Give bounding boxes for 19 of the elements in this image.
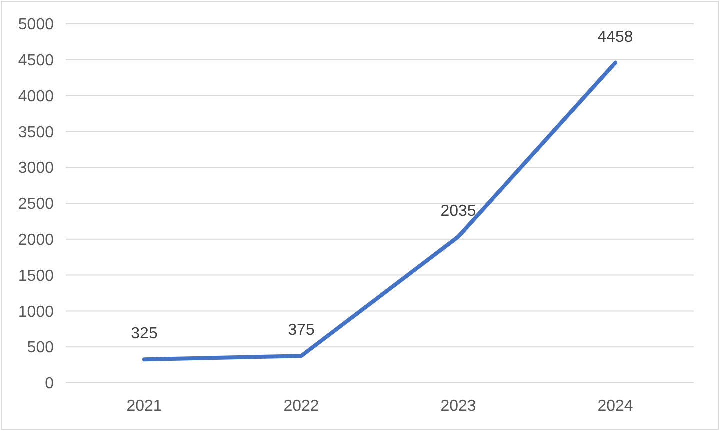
- data-label: 325: [131, 326, 158, 343]
- data-label: 2035: [440, 202, 476, 220]
- data-label: 4458: [598, 28, 634, 46]
- data-label: 375: [288, 322, 315, 340]
- y-tick-label: 0: [45, 376, 54, 393]
- y-tick-label: 3000: [18, 160, 54, 178]
- y-tick-label: 3500: [18, 124, 54, 142]
- x-tick-label: 2024: [598, 398, 634, 415]
- x-tick-label: 2021: [126, 398, 162, 415]
- y-tick-label: 2000: [18, 232, 54, 249]
- y-tick-label: 500: [27, 340, 54, 357]
- y-tick-label: 5000: [18, 16, 54, 34]
- y-tick-label: 2500: [18, 196, 54, 214]
- y-tick-label: 4000: [18, 88, 54, 106]
- y-tick-label: 1500: [18, 268, 54, 285]
- y-tick-label: 1000: [18, 304, 54, 321]
- x-tick-label: 2022: [284, 398, 320, 415]
- y-tick-label: 4500: [18, 52, 54, 70]
- x-tick-label: 2023: [440, 398, 476, 415]
